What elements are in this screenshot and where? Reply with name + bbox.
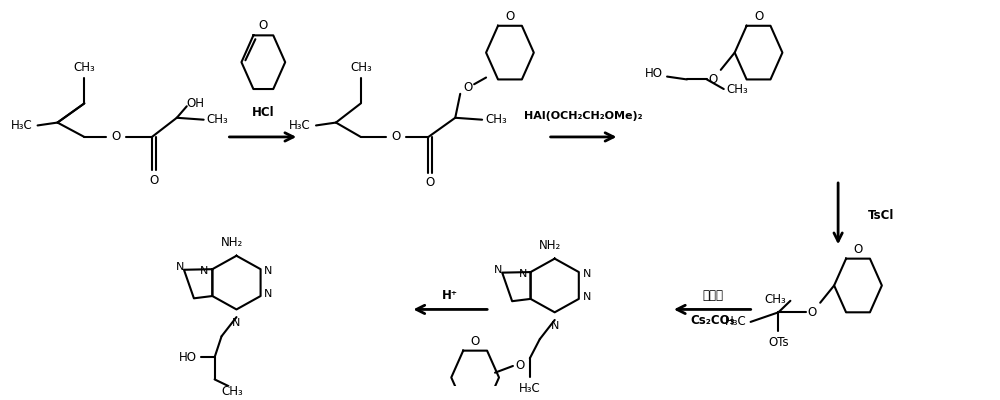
Text: CH₃: CH₃ xyxy=(485,113,507,126)
Text: CH₃: CH₃ xyxy=(727,82,748,96)
Text: O: O xyxy=(259,19,268,32)
Text: N: N xyxy=(551,321,559,331)
Text: O: O xyxy=(391,130,400,144)
Text: O: O xyxy=(149,174,159,186)
Text: HO: HO xyxy=(179,351,197,364)
Text: TsCl: TsCl xyxy=(868,209,894,222)
Text: O: O xyxy=(505,10,515,23)
Text: N: N xyxy=(232,318,241,328)
Text: 腺嘌呤: 腺嘌呤 xyxy=(702,288,723,302)
Text: O: O xyxy=(754,10,763,23)
Text: O: O xyxy=(426,176,435,190)
Text: HCl: HCl xyxy=(252,106,275,120)
Text: HAl(OCH₂CH₂OMe)₂: HAl(OCH₂CH₂OMe)₂ xyxy=(524,111,643,121)
Text: N: N xyxy=(518,269,527,279)
Text: N: N xyxy=(583,292,591,302)
Text: CH₃: CH₃ xyxy=(765,293,786,306)
Text: O: O xyxy=(708,73,717,86)
Text: N: N xyxy=(583,269,591,279)
Text: H₃C: H₃C xyxy=(519,382,541,396)
Text: CH₃: CH₃ xyxy=(207,113,228,126)
Text: OH: OH xyxy=(187,97,205,110)
Text: HO: HO xyxy=(645,67,663,80)
Text: H₃C: H₃C xyxy=(289,119,311,132)
Text: H⁺: H⁺ xyxy=(442,288,458,302)
Text: CH₃: CH₃ xyxy=(73,62,95,74)
Text: CH₃: CH₃ xyxy=(350,62,372,74)
Text: NH₂: NH₂ xyxy=(220,236,243,249)
Text: O: O xyxy=(853,242,863,256)
Text: N: N xyxy=(264,289,273,299)
Text: N: N xyxy=(176,262,184,272)
Text: O: O xyxy=(471,334,480,348)
Text: O: O xyxy=(808,306,817,319)
Text: OTs: OTs xyxy=(768,336,789,350)
Text: CH₃: CH₃ xyxy=(222,385,243,398)
Text: O: O xyxy=(515,360,525,372)
Text: O: O xyxy=(112,130,121,144)
Text: N: N xyxy=(200,266,209,276)
Text: Cs₂CO₃: Cs₂CO₃ xyxy=(690,314,735,328)
Text: O: O xyxy=(464,81,473,94)
Text: H₃C: H₃C xyxy=(11,119,33,132)
Text: NH₂: NH₂ xyxy=(539,239,561,252)
Text: H₃C: H₃C xyxy=(725,315,747,328)
Text: N: N xyxy=(494,265,502,275)
Text: N: N xyxy=(264,266,273,276)
